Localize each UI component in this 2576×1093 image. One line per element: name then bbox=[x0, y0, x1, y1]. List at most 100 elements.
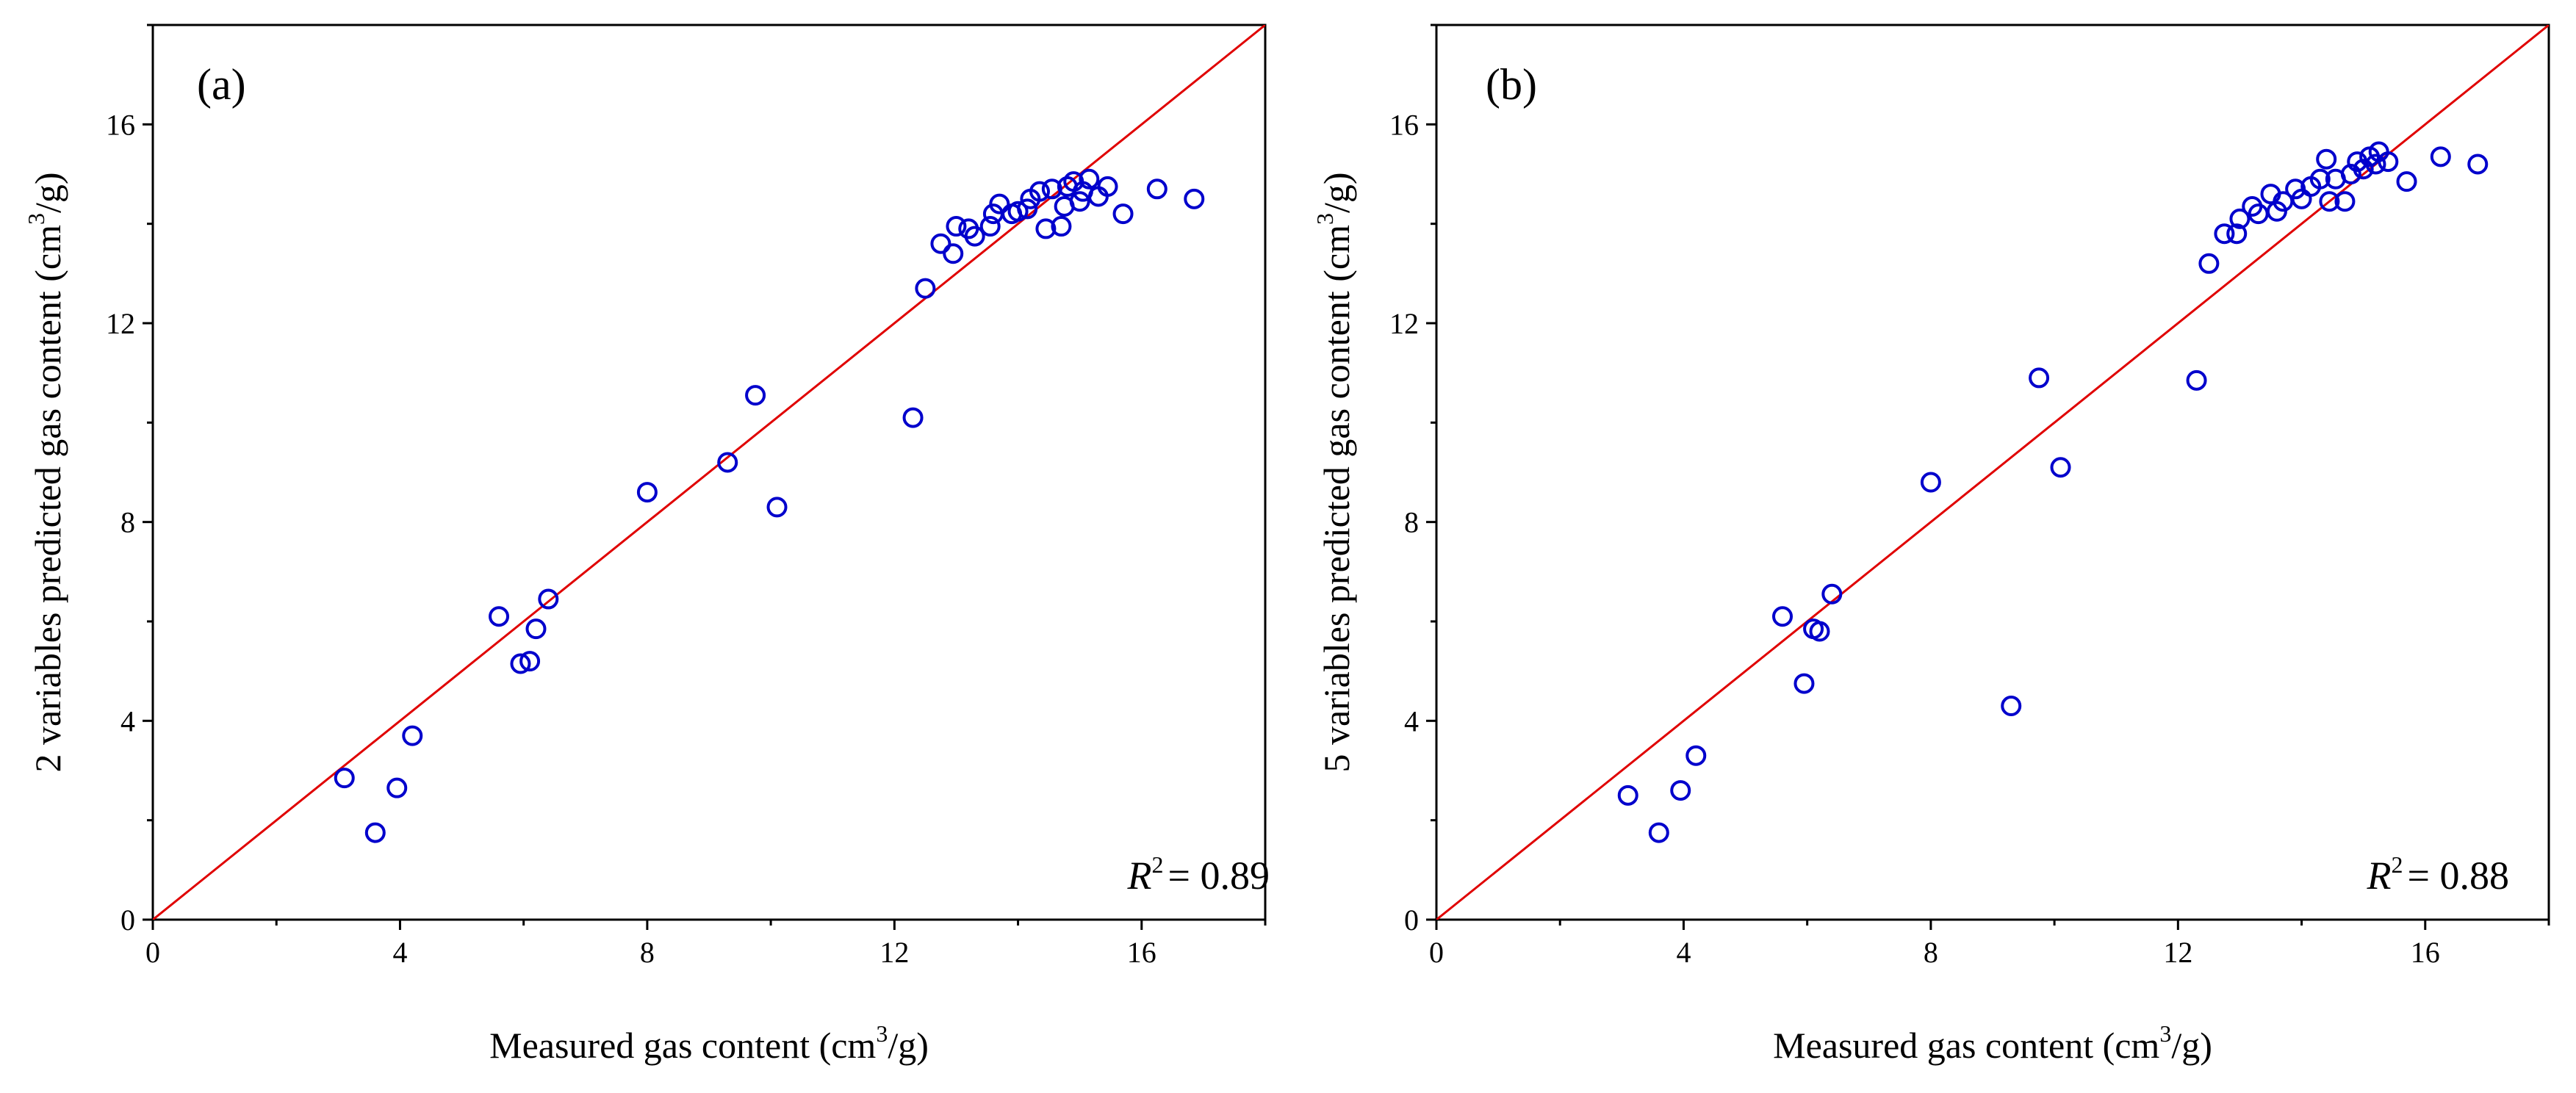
x-tick-label: 8 bbox=[1924, 936, 1938, 969]
y-tick-labels: 0 4 8 12 16 bbox=[1389, 108, 1419, 937]
data-point bbox=[1685, 745, 1707, 766]
r-squared-label: R2 = 0.89 bbox=[1127, 851, 1270, 898]
data-point bbox=[2226, 223, 2248, 245]
x-tick-label: 8 bbox=[640, 936, 655, 969]
plot-frame bbox=[151, 24, 1267, 921]
data-point bbox=[2319, 191, 2340, 212]
data-points bbox=[1617, 141, 2489, 843]
y-axis-title: 2 variables predicted gas content (cm3/g… bbox=[23, 172, 68, 772]
data-point bbox=[964, 226, 985, 247]
y-tick-label: 16 bbox=[106, 108, 135, 141]
data-point bbox=[1648, 822, 1669, 843]
data-point bbox=[1041, 178, 1062, 200]
data-point bbox=[930, 233, 951, 254]
data-point bbox=[1069, 191, 1090, 212]
data-point bbox=[402, 725, 423, 746]
data-point bbox=[2001, 696, 2022, 717]
x-tick-label: 0 bbox=[1429, 936, 1444, 969]
data-point bbox=[1112, 203, 1134, 225]
reference-line bbox=[1436, 25, 2549, 920]
data-point bbox=[2378, 151, 2399, 173]
data-point bbox=[2029, 367, 2050, 389]
data-point bbox=[538, 588, 559, 610]
data-point bbox=[1821, 583, 1843, 605]
data-point bbox=[979, 216, 1001, 237]
data-point bbox=[510, 653, 531, 674]
axis-ticks bbox=[1426, 24, 2550, 930]
data-point bbox=[2430, 146, 2451, 167]
y-tick-label: 0 bbox=[120, 903, 135, 937]
data-point bbox=[1617, 784, 1638, 806]
data-point bbox=[2050, 457, 2071, 478]
panel-a: 0 4 8 12 16 0 4 8 12 16 (a) R2 = 0.89 Mea… bbox=[23, 24, 1270, 1066]
data-point bbox=[1079, 168, 1100, 190]
x-tick-labels: 0 4 8 12 16 bbox=[145, 936, 1156, 969]
x-axis-title: Measured gas content (cm3/g) bbox=[1773, 1020, 2212, 1066]
data-point bbox=[2198, 253, 2220, 274]
axis-ticks bbox=[143, 24, 1267, 930]
x-tick-label: 12 bbox=[2163, 936, 2192, 969]
data-point bbox=[943, 243, 964, 264]
data-point bbox=[2229, 208, 2251, 229]
data-point bbox=[1029, 181, 1050, 202]
x-tick-label: 0 bbox=[145, 936, 160, 969]
data-point bbox=[1007, 201, 1029, 222]
data-point bbox=[902, 407, 924, 428]
x-tick-label: 4 bbox=[392, 936, 407, 969]
data-point bbox=[2316, 148, 2337, 170]
data-point bbox=[1097, 176, 1118, 197]
y-tick-label: 8 bbox=[1404, 506, 1419, 539]
data-point bbox=[1035, 218, 1057, 239]
data-point bbox=[745, 385, 766, 406]
y-tick-label: 4 bbox=[120, 704, 135, 737]
y-tick-label: 12 bbox=[1389, 307, 1419, 340]
data-point bbox=[1051, 216, 1072, 237]
data-point bbox=[2353, 159, 2374, 180]
plot-frame bbox=[1435, 24, 2550, 921]
data-point bbox=[489, 606, 510, 627]
data-point bbox=[989, 193, 1010, 214]
panel-label: (a) bbox=[197, 60, 246, 109]
data-point bbox=[1146, 178, 1168, 200]
data-point bbox=[2340, 164, 2361, 184]
data-point bbox=[1184, 188, 1205, 209]
x-tick-label: 12 bbox=[879, 936, 909, 969]
data-point bbox=[2365, 154, 2386, 175]
x-axis-title: Measured gas content (cm3/g) bbox=[489, 1020, 929, 1066]
data-point bbox=[1809, 621, 1830, 642]
data-point bbox=[766, 497, 788, 518]
x-tick-label: 4 bbox=[1676, 936, 1691, 969]
y-axis-title: 5 variables predicted gas content (cm3/g… bbox=[1312, 172, 1357, 772]
data-point bbox=[2334, 191, 2356, 212]
data-point bbox=[334, 768, 355, 789]
data-point bbox=[1772, 606, 1794, 627]
data-point bbox=[1794, 673, 1815, 694]
data-point bbox=[2285, 178, 2306, 200]
panel-b: 0 4 8 12 16 0 4 8 12 16 (b) R2 = 0.88 Mea… bbox=[1312, 24, 2550, 1066]
y-tick-label: 16 bbox=[1389, 108, 1419, 141]
y-tick-label: 8 bbox=[120, 506, 135, 539]
data-point bbox=[2214, 223, 2235, 245]
data-point bbox=[636, 482, 658, 503]
data-point bbox=[717, 452, 738, 473]
y-tick-label: 4 bbox=[1404, 704, 1419, 737]
y-tick-labels: 0 4 8 12 16 bbox=[106, 108, 135, 937]
data-point bbox=[386, 777, 408, 798]
data-point bbox=[1017, 198, 1038, 220]
x-tick-label: 16 bbox=[2411, 936, 2440, 969]
data-point bbox=[2309, 168, 2331, 190]
data-point bbox=[1920, 472, 1941, 493]
panel-label: (b) bbox=[1486, 60, 1537, 109]
data-point bbox=[519, 651, 541, 672]
data-point bbox=[915, 278, 936, 299]
data-point bbox=[946, 216, 967, 237]
data-point bbox=[2467, 154, 2489, 175]
y-tick-label: 12 bbox=[106, 307, 135, 340]
r-squared-label: R2 = 0.88 bbox=[2367, 851, 2509, 898]
y-tick-label: 0 bbox=[1404, 903, 1419, 937]
data-point bbox=[2186, 369, 2207, 391]
x-tick-label: 16 bbox=[1127, 936, 1156, 969]
data-point bbox=[1670, 780, 1691, 801]
data-point bbox=[364, 822, 386, 843]
